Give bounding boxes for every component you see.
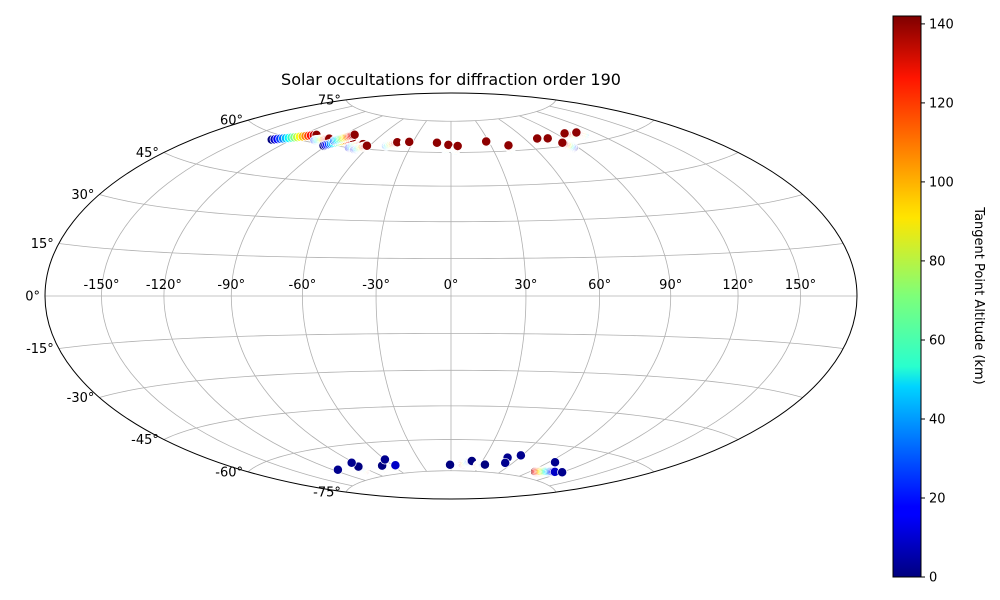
latitude-tick-label: 15°	[31, 237, 54, 252]
latitude-tick-label: -60°	[215, 465, 243, 480]
parallel-line	[99, 194, 803, 223]
longitude-tick-label: -60°	[289, 278, 317, 293]
longitude-tick-label: -90°	[217, 278, 245, 293]
colorbar-tick-label: 40	[929, 413, 946, 428]
parallel-line	[345, 470, 557, 493]
longitude-tick-label: 0°	[444, 278, 459, 293]
longitude-tick-labels: -150° -120° -90° -60° -30° 0° 30° 60° 90° 120° 150…	[83, 278, 816, 293]
occultation-point	[379, 454, 390, 465]
longitude-tick-label: 90°	[659, 278, 682, 293]
latitude-tick-label: -15°	[26, 342, 54, 357]
parallel-line	[58, 243, 844, 259]
longitude-tick-label: 60°	[588, 278, 611, 293]
occultation-point	[390, 460, 401, 471]
colorbar-label: Tangent Point Altitude (km)	[971, 206, 986, 384]
latitude-tick-label: -45°	[131, 433, 159, 448]
occultation-point	[479, 459, 490, 470]
parallel-line	[99, 369, 803, 398]
colorbar-tick-label: 20	[929, 492, 946, 507]
longitude-tick-label: 30°	[514, 278, 537, 293]
longitude-tick-label: 150°	[785, 278, 816, 293]
occultation-point	[550, 457, 560, 468]
occultation-point	[346, 457, 357, 468]
longitude-tick-label: -120°	[146, 278, 182, 293]
latitude-tick-label: 0°	[25, 290, 40, 305]
parallel-line	[247, 439, 655, 473]
occultation-point	[481, 136, 492, 147]
occultation-point	[361, 140, 372, 151]
parallel-line	[58, 333, 844, 349]
colorbar: 0 20 40 60 80 100 120 140 Tangent Point Altitud…	[892, 15, 986, 586]
occultation-point	[404, 136, 415, 147]
latitude-tick-label: 75°	[318, 93, 341, 108]
occultation-point	[559, 128, 570, 139]
latitude-tick-label: 60°	[220, 114, 243, 129]
parallel-line	[163, 152, 739, 187]
colorbar-tick-label: 0	[929, 571, 937, 586]
occultation-point	[452, 141, 463, 151]
occultation-point	[349, 129, 360, 140]
parallel-line	[163, 405, 739, 440]
latitude-tick-label: 45°	[136, 146, 159, 161]
occultation-point	[532, 133, 543, 144]
colorbar-tick-label: 100	[929, 175, 954, 190]
chart-title: Solar occultations for diffraction order…	[281, 70, 621, 89]
colorbar-tick-label: 60	[929, 334, 946, 349]
latitude-tick-label: 30°	[71, 188, 94, 203]
occultation-point	[503, 140, 514, 151]
longitude-tick-label: -30°	[362, 278, 390, 293]
occultation-point	[557, 137, 568, 148]
latitude-tick-labels: 75° 60° 45° 30° 15° 0° -15° -30° -45° -60° -75°	[25, 93, 341, 500]
parallel-line	[345, 99, 557, 122]
colorbar-ticks: 0 20 40 60 80 100 120 140	[921, 17, 954, 586]
occultation-points	[266, 127, 590, 478]
graticule-grid	[45, 99, 857, 493]
occultation-point	[332, 464, 343, 475]
occultation-point	[500, 457, 511, 468]
colorbar-tick-label: 120	[929, 96, 954, 111]
map-outline	[44, 92, 858, 500]
occultation-point	[445, 459, 455, 470]
occultation-point	[515, 450, 526, 461]
occultation-point	[557, 467, 568, 478]
longitude-tick-label: -150°	[83, 278, 119, 293]
occultation-point	[432, 137, 442, 148]
occultation-point	[571, 127, 582, 138]
colorbar-tick-label: 140	[929, 17, 954, 32]
colorbar-gradient	[892, 15, 922, 578]
latitude-tick-label: -75°	[313, 486, 341, 501]
occultation-point	[542, 133, 553, 144]
latitude-tick-label: -30°	[67, 391, 95, 406]
colorbar-tick-label: 80	[929, 254, 946, 269]
longitude-tick-label: 120°	[722, 278, 753, 293]
